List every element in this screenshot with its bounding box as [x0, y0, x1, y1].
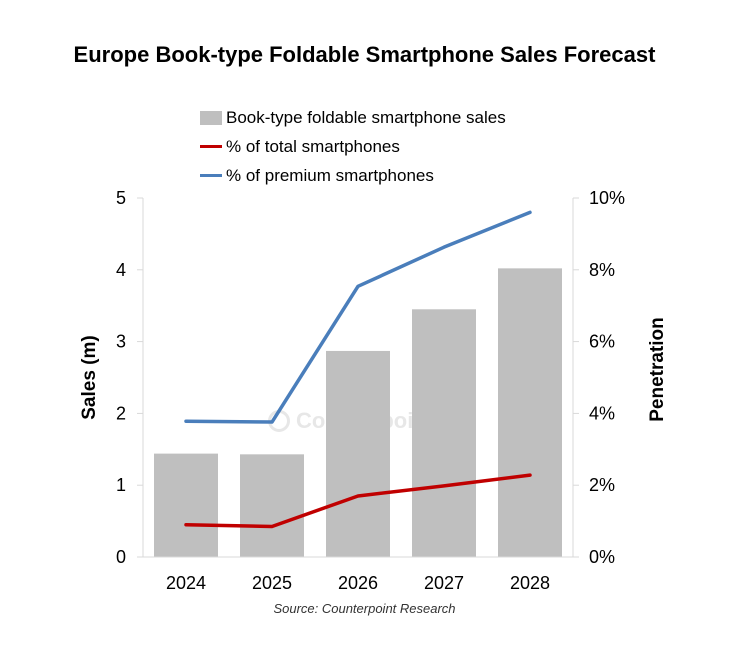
y2-tick-label: 8% — [589, 260, 615, 280]
legend-label-total: % of total smartphones — [226, 136, 400, 156]
y2-tick-label: 2% — [589, 475, 615, 495]
y-tick-label: 1 — [116, 475, 126, 495]
bar-2025 — [240, 454, 304, 557]
legend-label-premium: % of premium smartphones — [226, 165, 434, 185]
legend-swatch-premium — [200, 174, 222, 177]
bar-2028 — [498, 268, 562, 557]
x-tick-label: 2027 — [424, 573, 464, 593]
bar-2027 — [412, 309, 476, 557]
x-tick-label: 2024 — [166, 573, 206, 593]
y-axis-title: Sales (m) — [79, 335, 100, 419]
legend: Book-type foldable smartphone sales % of… — [200, 103, 506, 190]
y-tick-label: 2 — [116, 403, 126, 423]
y-tick-label: 5 — [116, 188, 126, 208]
legend-swatch-total — [200, 145, 222, 148]
legend-item-sales: Book-type foldable smartphone sales — [200, 103, 506, 132]
legend-swatch-sales — [200, 110, 222, 125]
bar-2026 — [326, 350, 390, 557]
x-tick-label: 2028 — [510, 573, 550, 593]
x-tick-label: 2025 — [252, 573, 292, 593]
source-note: Source: Counterpoint Research — [273, 601, 456, 616]
y-tick-label: 3 — [116, 332, 126, 352]
legend-item-total: % of total smartphones — [200, 132, 506, 161]
legend-item-premium: % of premium smartphones — [200, 161, 506, 190]
y-tick-label: 4 — [116, 260, 126, 280]
y-tick-label: 0 — [116, 547, 126, 567]
bar-2024 — [154, 453, 218, 557]
x-tick-label: 2026 — [338, 573, 378, 593]
y2-axis-title: Penetration — [647, 317, 668, 422]
y2-tick-label: 10% — [589, 188, 625, 208]
y2-tick-label: 4% — [589, 403, 615, 423]
chart-title: Europe Book-type Foldable Smartphone Sal… — [73, 42, 656, 67]
y2-tick-label: 0% — [589, 547, 615, 567]
y2-tick-label: 6% — [589, 332, 615, 352]
legend-label-sales: Book-type foldable smartphone sales — [226, 107, 506, 127]
